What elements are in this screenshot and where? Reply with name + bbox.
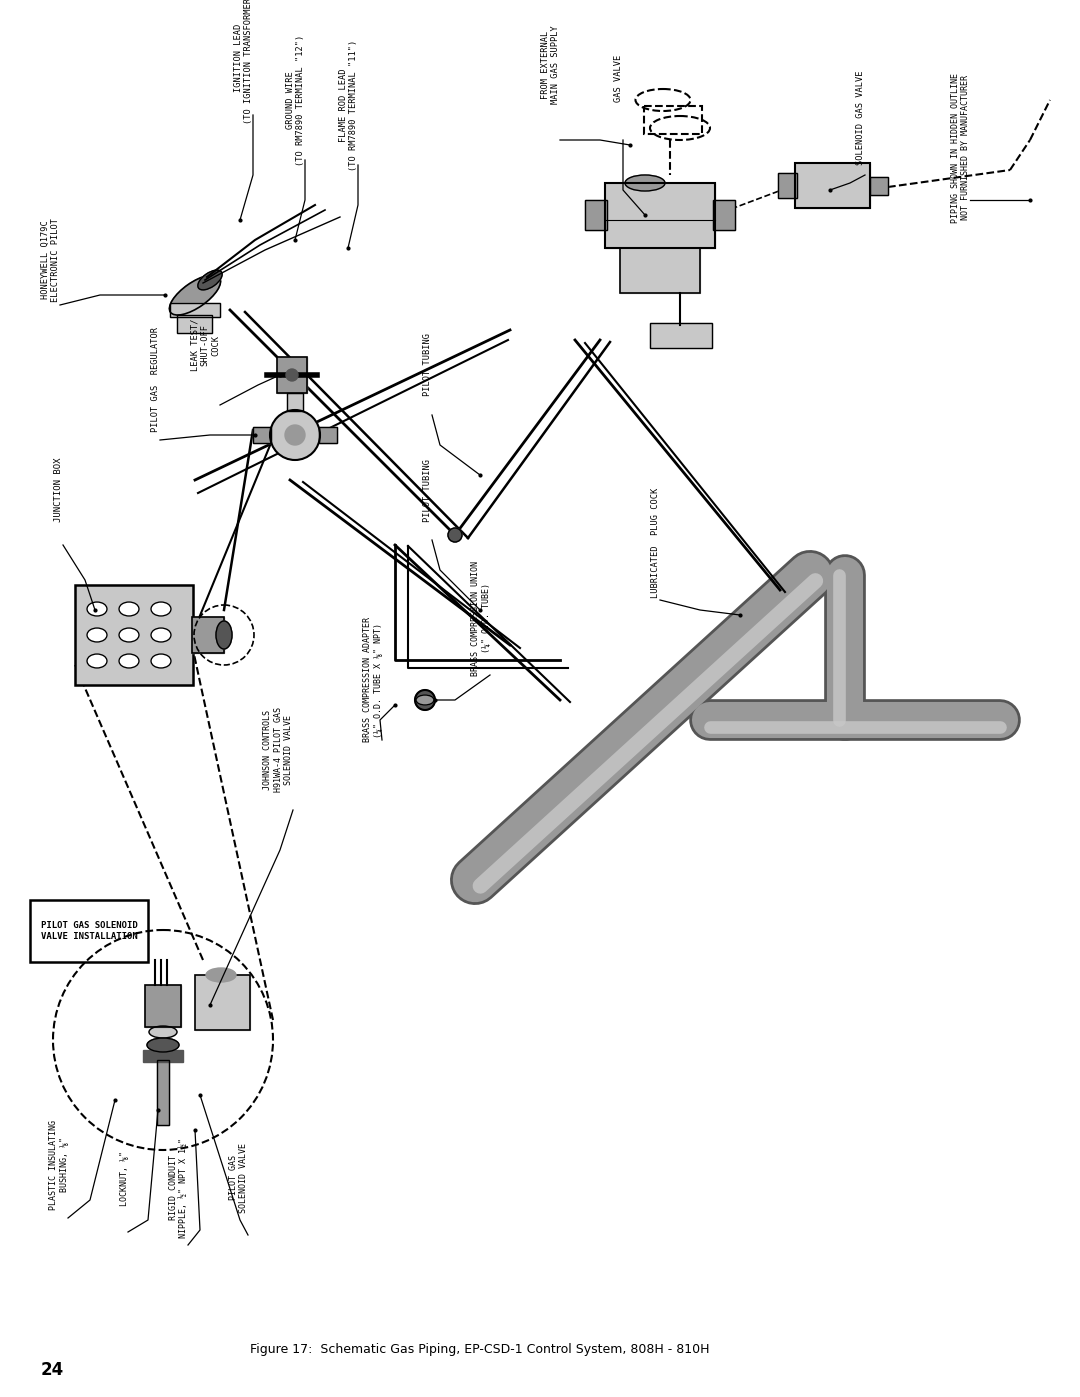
Bar — [145, 985, 181, 1027]
Text: PIPING SHOWN IN HIDDEN OUTLINE
NOT FURNISHED BY MANUFACTURER: PIPING SHOWN IN HIDDEN OUTLINE NOT FURNI… — [950, 73, 970, 224]
Bar — [170, 303, 220, 317]
Bar — [870, 177, 888, 196]
Ellipse shape — [147, 1038, 179, 1052]
Bar — [276, 358, 307, 393]
Text: SOLENOID GAS VALVE: SOLENOID GAS VALVE — [856, 71, 865, 165]
Bar — [713, 200, 735, 231]
Bar — [605, 183, 715, 249]
Bar — [319, 427, 337, 443]
Text: 24: 24 — [40, 1361, 64, 1379]
Bar — [650, 323, 712, 348]
Text: BRASS COMPRESSION ADAPTER
(¼" O.D. TUBE X ⅛" NPT): BRASS COMPRESSION ADAPTER (¼" O.D. TUBE … — [363, 617, 382, 742]
Bar — [713, 200, 735, 231]
Bar — [287, 393, 303, 411]
Text: GAS VALVE: GAS VALVE — [615, 54, 623, 102]
Text: FROM EXTERNAL
MAIN GAS SUPPLY: FROM EXTERNAL MAIN GAS SUPPLY — [541, 25, 561, 105]
Bar — [177, 314, 212, 332]
Ellipse shape — [170, 275, 220, 314]
Bar — [319, 427, 337, 443]
Ellipse shape — [149, 1025, 177, 1038]
Bar — [585, 200, 607, 231]
Ellipse shape — [416, 694, 434, 705]
Bar — [605, 183, 715, 249]
Ellipse shape — [151, 629, 171, 643]
Text: LEAK TEST/
SHUT-OFF
COCK: LEAK TEST/ SHUT-OFF COCK — [190, 319, 220, 372]
Bar — [650, 323, 712, 348]
Bar — [145, 985, 181, 1027]
Text: PILOT GAS  REGULATOR: PILOT GAS REGULATOR — [151, 327, 160, 433]
Circle shape — [286, 369, 298, 381]
Text: PILOT TUBING: PILOT TUBING — [423, 458, 432, 521]
Bar — [75, 585, 193, 685]
Bar — [870, 177, 888, 196]
Bar — [778, 173, 797, 198]
Ellipse shape — [119, 602, 139, 616]
Bar — [143, 1051, 183, 1062]
Bar — [170, 303, 220, 317]
Bar — [253, 427, 271, 443]
Text: LUBRICATED  PLUG COCK: LUBRICATED PLUG COCK — [651, 488, 660, 598]
Text: HONEYWELL Q179C
ELECTRONIC PILOT: HONEYWELL Q179C ELECTRONIC PILOT — [41, 218, 60, 302]
Text: PILOT GAS SOLENOID
VALVE INSTALLATION: PILOT GAS SOLENOID VALVE INSTALLATION — [41, 921, 137, 940]
Ellipse shape — [151, 602, 171, 616]
Circle shape — [448, 528, 462, 542]
Text: PILOT TUBING: PILOT TUBING — [423, 334, 432, 397]
Bar — [192, 617, 224, 652]
Text: JOHNSON CONTROLS
H91WA-4 PILOT GAS
SOLENOID VALVE: JOHNSON CONTROLS H91WA-4 PILOT GAS SOLEN… — [264, 707, 293, 792]
Ellipse shape — [625, 175, 665, 191]
Bar — [287, 393, 303, 411]
Bar — [795, 163, 870, 208]
Text: PLASTIC INSULATING
BUSHING, ⅛": PLASTIC INSULATING BUSHING, ⅛" — [49, 1120, 68, 1210]
Circle shape — [270, 409, 320, 460]
Ellipse shape — [206, 968, 237, 982]
Bar — [195, 975, 249, 1030]
Text: JUNCTION BOX: JUNCTION BOX — [54, 458, 63, 522]
Text: LOCKNUT, ⅛": LOCKNUT, ⅛" — [119, 1151, 129, 1206]
Ellipse shape — [216, 622, 232, 650]
Text: RIGID CONDUIT
NIPPLE, ½" NPT X 1½": RIGID CONDUIT NIPPLE, ½" NPT X 1½" — [168, 1139, 188, 1238]
Bar — [157, 1060, 168, 1125]
Bar — [30, 900, 148, 963]
Ellipse shape — [87, 602, 107, 616]
Text: GROUND WIRE
(TO RM7890 TERMINAL "12"): GROUND WIRE (TO RM7890 TERMINAL "12") — [285, 35, 305, 166]
Ellipse shape — [119, 654, 139, 668]
Bar — [157, 1060, 168, 1125]
Bar — [620, 249, 700, 293]
Text: BRASS COMPRESSION UNION
(¼" O.D. TUBE): BRASS COMPRESSION UNION (¼" O.D. TUBE) — [471, 560, 490, 676]
Ellipse shape — [198, 270, 222, 289]
Ellipse shape — [87, 654, 107, 668]
Text: FLAME ROD LEAD
(TO RM7890 TERMINAL "11"): FLAME ROD LEAD (TO RM7890 TERMINAL "11") — [339, 39, 357, 170]
Bar — [585, 200, 607, 231]
Text: PILOT GAS
SOLENOID VALVE: PILOT GAS SOLENOID VALVE — [229, 1143, 248, 1213]
Bar — [192, 617, 224, 652]
Bar — [778, 173, 797, 198]
Bar — [195, 975, 249, 1030]
Bar — [620, 249, 700, 293]
Bar — [75, 585, 193, 685]
Text: IGNITION LEAD
(TO IGNITION TRANSFORMER): IGNITION LEAD (TO IGNITION TRANSFORMER) — [233, 0, 253, 123]
Bar — [253, 427, 271, 443]
Bar — [177, 314, 212, 332]
Bar — [795, 163, 870, 208]
Ellipse shape — [87, 629, 107, 643]
Bar — [644, 106, 702, 134]
Ellipse shape — [151, 654, 171, 668]
Ellipse shape — [119, 629, 139, 643]
Text: Figure 17:  Schematic Gas Piping, EP-CSD-1 Control System, 808H - 810H: Figure 17: Schematic Gas Piping, EP-CSD-… — [251, 1344, 710, 1356]
Circle shape — [285, 425, 305, 446]
Bar — [276, 358, 307, 393]
Circle shape — [415, 690, 435, 710]
